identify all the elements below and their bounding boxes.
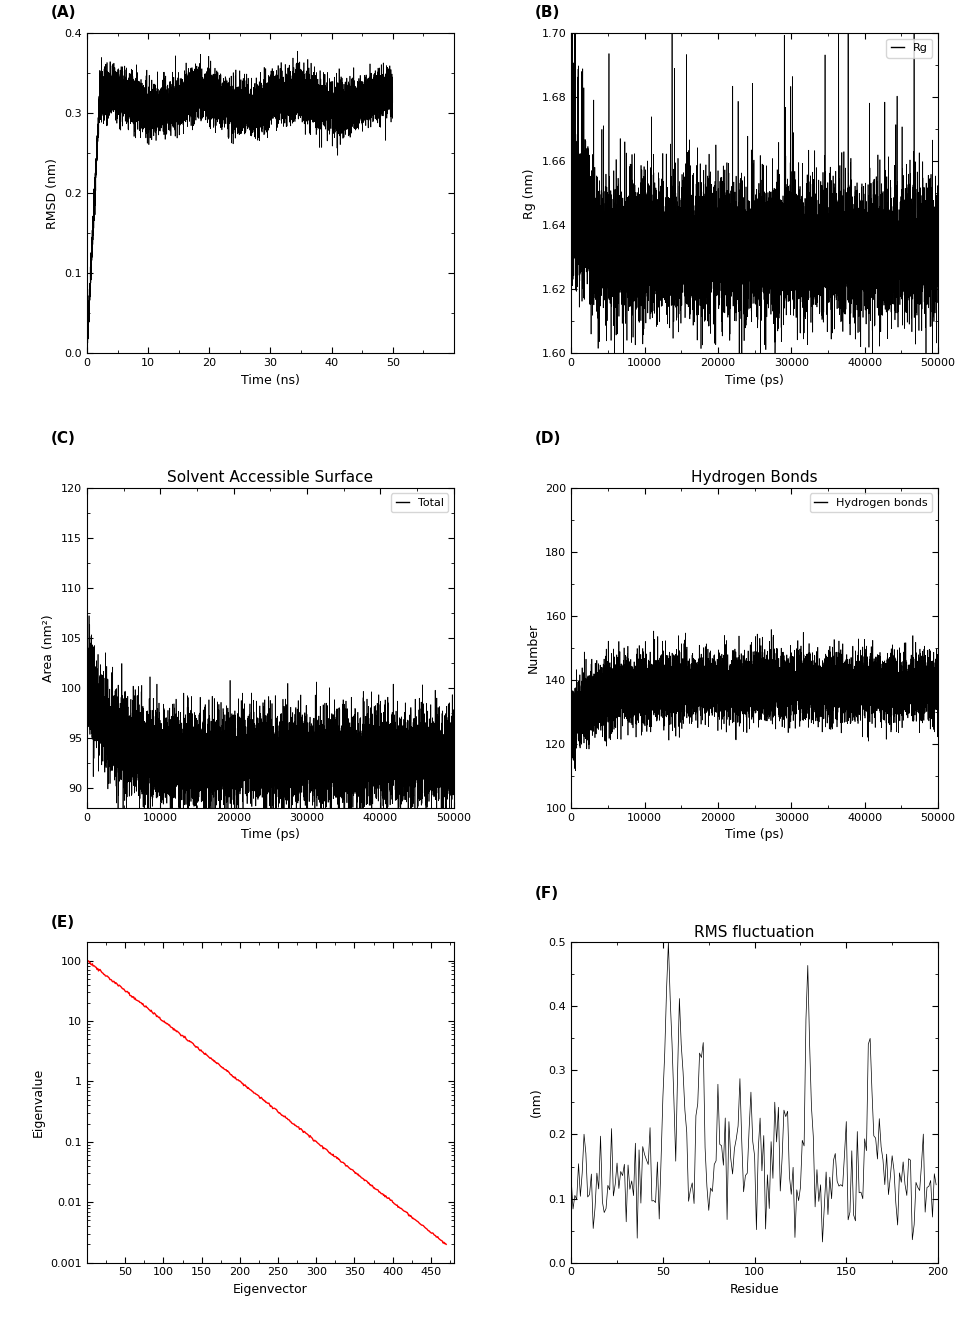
X-axis label: Time (ps): Time (ps) (241, 828, 300, 841)
Text: (D): (D) (535, 431, 561, 447)
Title: Hydrogen Bonds: Hydrogen Bonds (691, 470, 818, 485)
Y-axis label: RMSD (nm): RMSD (nm) (45, 158, 59, 229)
Legend: Hydrogen bonds: Hydrogen bonds (809, 493, 932, 512)
X-axis label: Time (ps): Time (ps) (725, 373, 784, 387)
X-axis label: Time (ps): Time (ps) (725, 828, 784, 841)
Y-axis label: Rg (nm): Rg (nm) (523, 167, 536, 218)
Title: RMS fluctuation: RMS fluctuation (694, 925, 815, 940)
X-axis label: Time (ns): Time (ns) (241, 373, 300, 387)
X-axis label: Eigenvector: Eigenvector (233, 1282, 308, 1296)
Y-axis label: Number: Number (527, 623, 540, 672)
Text: (B): (B) (535, 5, 560, 20)
Text: (E): (E) (50, 914, 74, 929)
Title: Solvent Accessible Surface: Solvent Accessible Surface (167, 470, 373, 485)
Y-axis label: Area (nm²): Area (nm²) (43, 614, 55, 682)
X-axis label: Residue: Residue (730, 1282, 779, 1296)
Text: (F): (F) (535, 886, 559, 901)
Text: (A): (A) (50, 5, 75, 20)
Legend: Total: Total (392, 493, 449, 512)
Text: (C): (C) (50, 431, 75, 447)
Y-axis label: (nm): (nm) (530, 1087, 543, 1118)
Y-axis label: Eigenvalue: Eigenvalue (32, 1069, 45, 1138)
Legend: Rg: Rg (887, 39, 932, 57)
